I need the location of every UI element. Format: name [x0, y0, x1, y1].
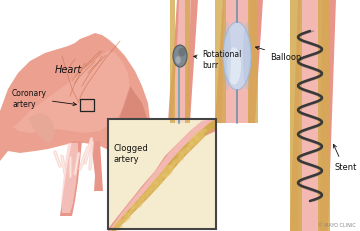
- Text: Coronary
artery: Coronary artery: [12, 89, 76, 108]
- Polygon shape: [110, 119, 216, 231]
- Bar: [108, 119, 216, 229]
- Ellipse shape: [113, 221, 123, 231]
- Polygon shape: [185, 0, 190, 123]
- Ellipse shape: [186, 142, 193, 151]
- Bar: [80, 100, 94, 112]
- Ellipse shape: [141, 192, 149, 200]
- Polygon shape: [298, 0, 322, 231]
- Polygon shape: [12, 52, 130, 134]
- Polygon shape: [170, 0, 175, 123]
- Ellipse shape: [223, 23, 231, 91]
- Polygon shape: [222, 0, 250, 123]
- Ellipse shape: [200, 129, 207, 134]
- Ellipse shape: [180, 148, 190, 155]
- Polygon shape: [290, 0, 336, 231]
- Polygon shape: [60, 141, 82, 216]
- Text: Stent: Stent: [335, 162, 357, 171]
- Text: © MAYO CLINIC: © MAYO CLINIC: [318, 222, 356, 227]
- Ellipse shape: [137, 198, 144, 204]
- Polygon shape: [290, 0, 302, 231]
- Polygon shape: [61, 143, 78, 213]
- Polygon shape: [248, 0, 258, 123]
- Ellipse shape: [178, 152, 184, 161]
- Ellipse shape: [146, 188, 153, 194]
- Polygon shape: [173, 0, 191, 123]
- Ellipse shape: [117, 219, 128, 224]
- Ellipse shape: [175, 57, 181, 65]
- Text: Heart: Heart: [54, 65, 82, 75]
- Ellipse shape: [179, 48, 185, 57]
- Text: Rotational
burr: Rotational burr: [194, 50, 241, 69]
- Polygon shape: [318, 0, 330, 231]
- Ellipse shape: [189, 136, 200, 147]
- Ellipse shape: [128, 206, 135, 216]
- Polygon shape: [90, 141, 103, 191]
- Ellipse shape: [162, 165, 173, 177]
- Polygon shape: [110, 87, 148, 156]
- Ellipse shape: [173, 46, 187, 68]
- Ellipse shape: [153, 177, 163, 185]
- Ellipse shape: [223, 23, 251, 91]
- Polygon shape: [215, 0, 226, 123]
- Ellipse shape: [123, 212, 131, 220]
- Ellipse shape: [243, 23, 251, 91]
- Ellipse shape: [172, 158, 181, 164]
- Polygon shape: [0, 34, 150, 161]
- Ellipse shape: [227, 48, 241, 85]
- Ellipse shape: [168, 163, 176, 170]
- Bar: [108, 119, 216, 229]
- Ellipse shape: [149, 182, 159, 191]
- Polygon shape: [215, 0, 263, 123]
- Ellipse shape: [130, 203, 142, 209]
- Polygon shape: [112, 119, 216, 231]
- Ellipse shape: [194, 132, 204, 141]
- Text: Clogged
artery: Clogged artery: [114, 144, 149, 163]
- Polygon shape: [108, 119, 216, 231]
- Text: Balloon: Balloon: [256, 47, 301, 61]
- Polygon shape: [168, 0, 198, 123]
- Ellipse shape: [158, 174, 168, 179]
- Polygon shape: [28, 113, 55, 143]
